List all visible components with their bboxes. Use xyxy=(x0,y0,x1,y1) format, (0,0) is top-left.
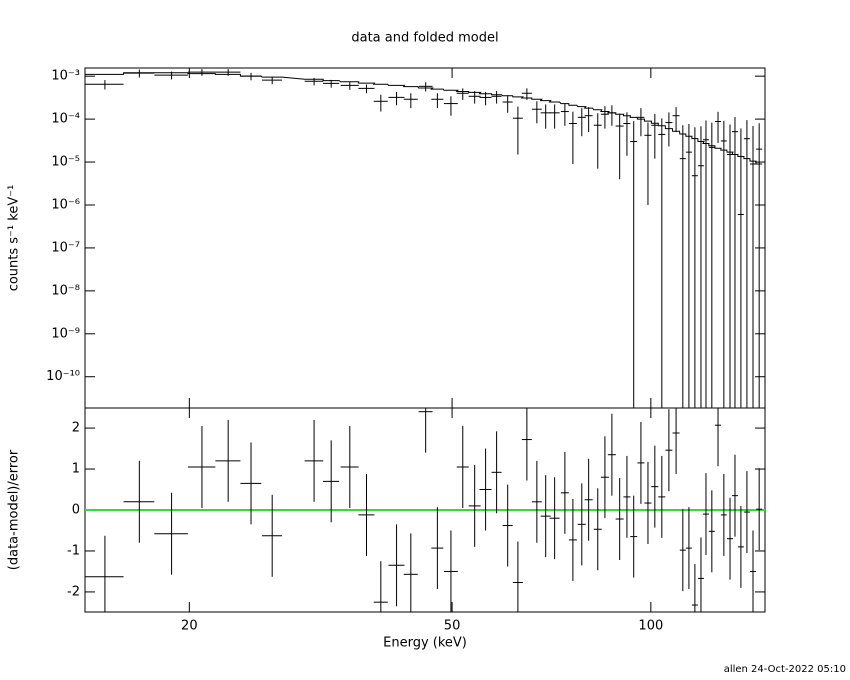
y-tick-label: 0 xyxy=(72,503,80,518)
y-tick-label: 10⁻⁶ xyxy=(51,197,80,212)
y-tick-label: 10⁻⁴ xyxy=(51,112,80,127)
x-axis-label: Energy (keV) xyxy=(383,636,467,651)
y-axis-label: (data-model)/error xyxy=(7,449,22,570)
footer: allen 24-Oct-2022 05:10 xyxy=(724,664,846,675)
y-tick-label: -1 xyxy=(67,543,80,558)
y-tick-label: 10⁻⁸ xyxy=(51,283,80,298)
y-tick-label: 2 xyxy=(72,421,80,436)
chart-title: data and folded model xyxy=(351,31,498,46)
y-tick-label: 10⁻⁷ xyxy=(51,240,80,255)
y-tick-label: -2 xyxy=(67,584,80,599)
y-axis-label: counts s⁻¹ keV⁻¹ xyxy=(7,185,22,292)
x-tick-label: 20 xyxy=(181,619,198,634)
model-line xyxy=(85,72,763,165)
y-tick-label: 10⁻¹⁰ xyxy=(46,369,80,384)
y-tick-label: 10⁻⁵ xyxy=(51,155,80,170)
y-tick-label: 10⁻³ xyxy=(51,69,80,84)
x-tick-label: 100 xyxy=(638,619,663,634)
y-tick-label: 10⁻⁹ xyxy=(51,326,80,341)
plot-frame xyxy=(84,67,766,409)
y-tick-label: 1 xyxy=(72,462,80,477)
x-tick-label: 50 xyxy=(444,619,461,634)
